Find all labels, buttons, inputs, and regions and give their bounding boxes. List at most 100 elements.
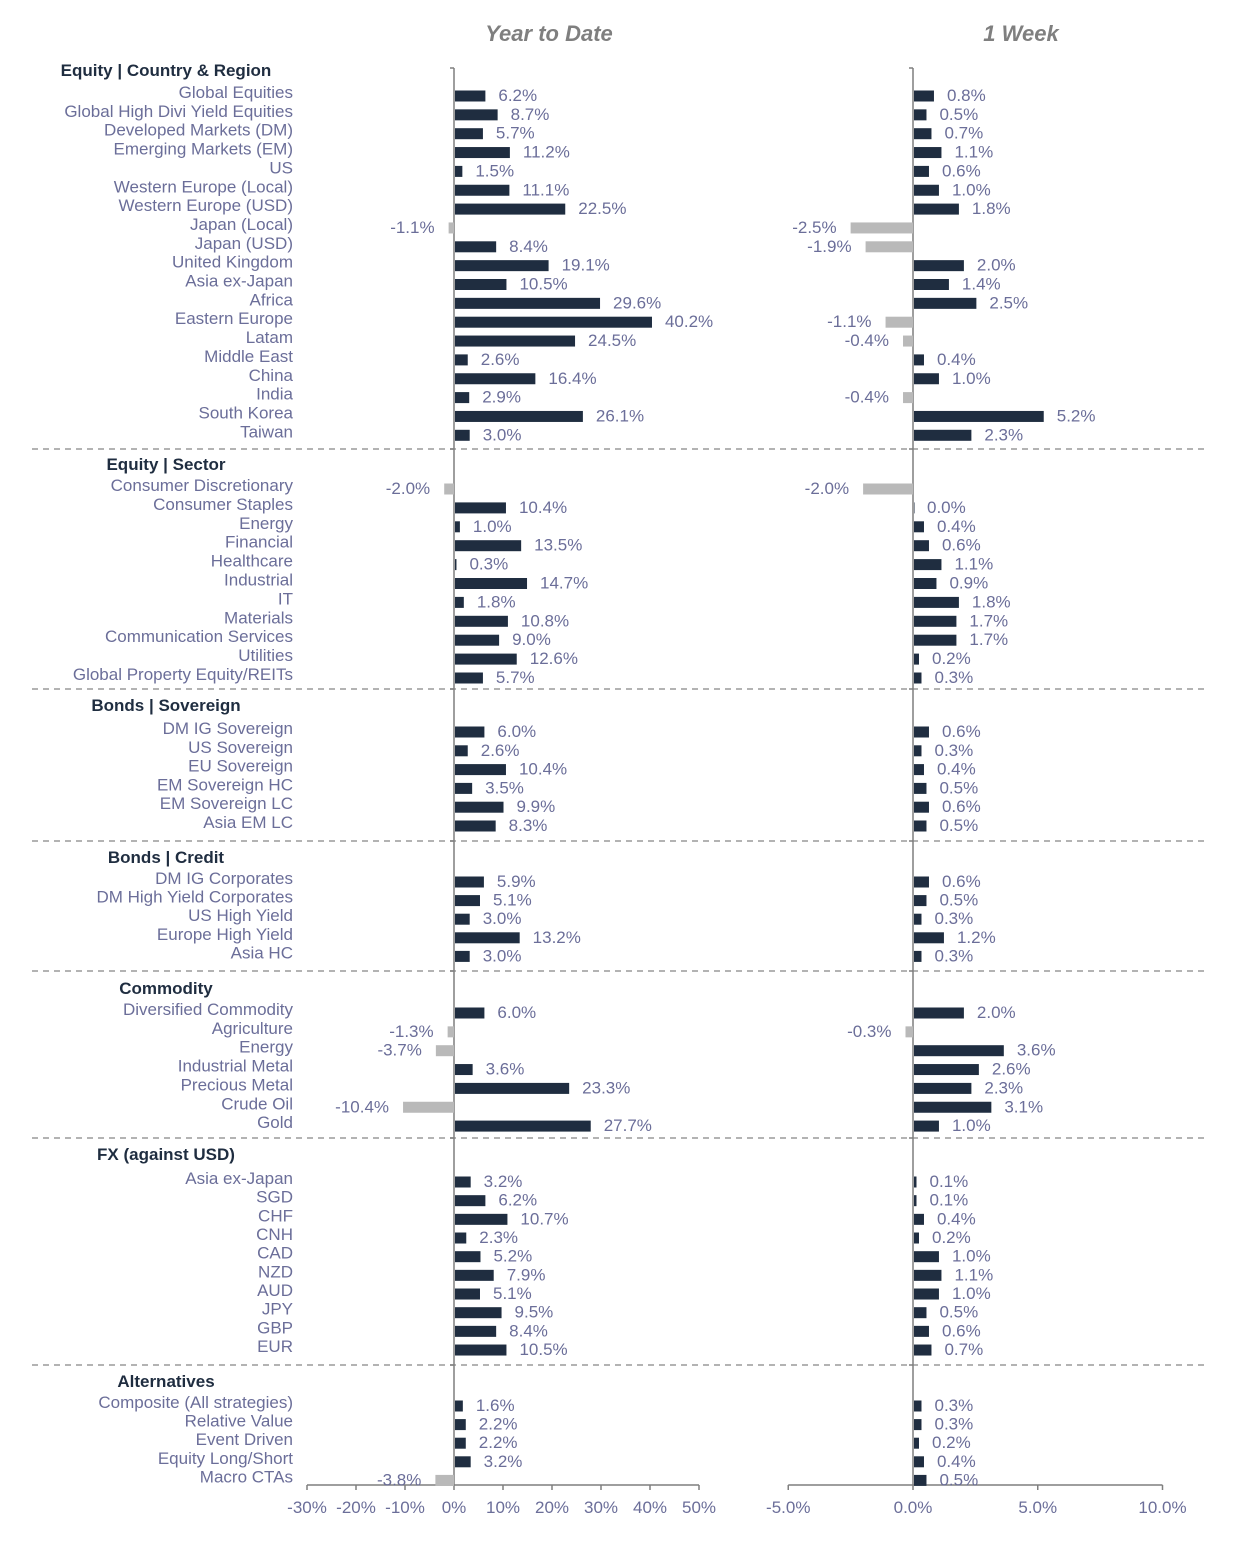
row: Taiwan 3.0% 2.3%	[240, 422, 1023, 444]
week-value-label: 1.1%	[954, 1265, 993, 1284]
ytd-value-label: 2.3%	[479, 1228, 518, 1247]
row: US High Yield 3.0% 0.3%	[188, 906, 973, 928]
row: Energy 1.0% 0.4%	[239, 514, 976, 536]
ytd-value-label: 3.5%	[485, 778, 524, 797]
row: United Kingdom 19.1% 2.0%	[172, 253, 1016, 275]
row-label: Asia ex-Japan	[185, 272, 293, 291]
x-tick-label: 5.0%	[1018, 1498, 1057, 1517]
week-bar	[914, 782, 927, 794]
week-bar	[914, 745, 922, 757]
week-bar	[914, 1195, 917, 1207]
x-tick-label: -20%	[336, 1498, 376, 1517]
row: Materials 10.8% 1.7%	[224, 608, 1008, 630]
row: Eastern Europe 40.2% -1.1%	[175, 309, 913, 331]
week-value-label: 3.1%	[1004, 1097, 1043, 1116]
week-value-label: 1.1%	[954, 555, 993, 574]
week-value-label: 1.0%	[952, 1284, 991, 1303]
week-bar	[905, 1026, 913, 1038]
row: Developed Markets (DM) 5.7% 0.7%	[104, 121, 983, 143]
ytd-value-label: 5.7%	[496, 668, 535, 687]
row: DM IG Corporates 5.9% 0.6%	[155, 869, 981, 891]
ytd-value-label: 6.2%	[498, 1191, 537, 1210]
row-label: China	[249, 366, 294, 385]
week-value-label: 0.3%	[934, 668, 973, 687]
week-value-label: 0.5%	[939, 891, 978, 910]
week-bar	[914, 1120, 939, 1132]
row: Gold 27.7% 1.0%	[257, 1113, 991, 1135]
group-header: Equity | Country & Region	[61, 61, 272, 80]
row-label: Europe High Yield	[157, 925, 293, 944]
week-value-label: 1.2%	[957, 928, 996, 947]
week-bar	[914, 260, 964, 272]
ytd-value-label: 23.3%	[582, 1078, 630, 1097]
x-tick-label: 0%	[442, 1498, 467, 1517]
ytd-bar	[455, 764, 506, 776]
row: Consumer Staples 10.4% 0.0%	[153, 495, 966, 517]
row: Macro CTAs -3.8% 0.5%	[200, 1467, 978, 1489]
row-label: Eastern Europe	[175, 309, 293, 328]
week-value-label: 0.9%	[949, 574, 988, 593]
ytd-value-label: 3.0%	[483, 909, 522, 928]
week-value-label: 0.1%	[929, 1172, 968, 1191]
week-bar	[914, 653, 919, 665]
week-value-label: 1.0%	[952, 180, 991, 199]
ytd-bar	[455, 1064, 473, 1076]
ytd-value-label: 10.4%	[519, 498, 567, 517]
row-label: South Korea	[198, 403, 293, 422]
ytd-value-label: 2.6%	[481, 741, 520, 760]
ytd-value-label: 9.0%	[512, 630, 551, 649]
ytd-bar	[455, 1176, 471, 1188]
ytd-bar	[455, 1344, 507, 1356]
row-label: IT	[278, 589, 293, 608]
week-bar	[914, 1045, 1004, 1057]
ytd-bar	[455, 373, 536, 385]
week-bar	[914, 540, 929, 552]
row: Africa 29.6% 2.5%	[250, 290, 1029, 312]
week-bar	[914, 203, 959, 215]
ytd-bar	[435, 1474, 454, 1486]
group: Equity | Country & Region Global Equities…	[61, 61, 1096, 444]
ytd-bar	[455, 615, 508, 627]
week-bar	[914, 1176, 917, 1188]
row: Western Europe (Local) 11.1% 1.0%	[114, 177, 991, 199]
row: Global Equities 6.2% 0.8%	[179, 83, 986, 105]
row: Event Driven 2.2% 0.2%	[196, 1430, 971, 1452]
ytd-value-label: 8.4%	[509, 1321, 548, 1340]
ytd-value-label: 1.5%	[475, 161, 514, 180]
row: CHF 10.7% 0.4%	[258, 1206, 976, 1228]
x-tick-label: 50%	[682, 1498, 716, 1517]
row-label: GBP	[257, 1318, 293, 1337]
ytd-value-label: 11.2%	[523, 143, 570, 162]
ytd-bar	[455, 241, 497, 253]
row-label: Japan (USD)	[195, 234, 293, 253]
week-bar	[914, 1307, 927, 1319]
week-bar	[914, 1007, 964, 1019]
ytd-value-label: 13.5%	[534, 536, 582, 555]
row-label: CNH	[256, 1225, 293, 1244]
week-bar	[903, 335, 913, 347]
ytd-bar	[455, 726, 485, 738]
week-bar	[914, 297, 977, 309]
row: South Korea 26.1% 5.2%	[198, 403, 1095, 425]
row: Global High Divi Yield Equities 8.7% 0.5%	[64, 102, 978, 124]
row: Agriculture -1.3% -0.3%	[212, 1019, 913, 1041]
week-value-label: 0.6%	[942, 797, 981, 816]
ytd-bar	[455, 335, 576, 347]
row-label: Taiwan	[240, 422, 293, 441]
group: Equity | Sector Consumer Discretionary -2.…	[73, 455, 1011, 687]
row: GBP 8.4% 0.6%	[257, 1318, 981, 1340]
week-bar	[914, 596, 959, 608]
ytd-value-label: 10.7%	[520, 1209, 568, 1228]
group: Bonds | Sovereign DM IG Sovereign 6.0% 0.6%…	[91, 696, 980, 835]
row-label: EUR	[257, 1337, 293, 1356]
ytd-bar	[455, 950, 470, 962]
group-separators	[32, 448, 1205, 1366]
ytd-value-label: 16.4%	[548, 369, 596, 388]
ytd-value-label: 2.2%	[479, 1415, 518, 1434]
row-label: Industrial Metal	[178, 1057, 293, 1076]
row: SGD 6.2% 0.1%	[256, 1188, 968, 1210]
week-bar	[914, 429, 972, 441]
ytd-value-label: 8.7%	[511, 105, 550, 124]
week-value-label: 2.6%	[992, 1060, 1031, 1079]
